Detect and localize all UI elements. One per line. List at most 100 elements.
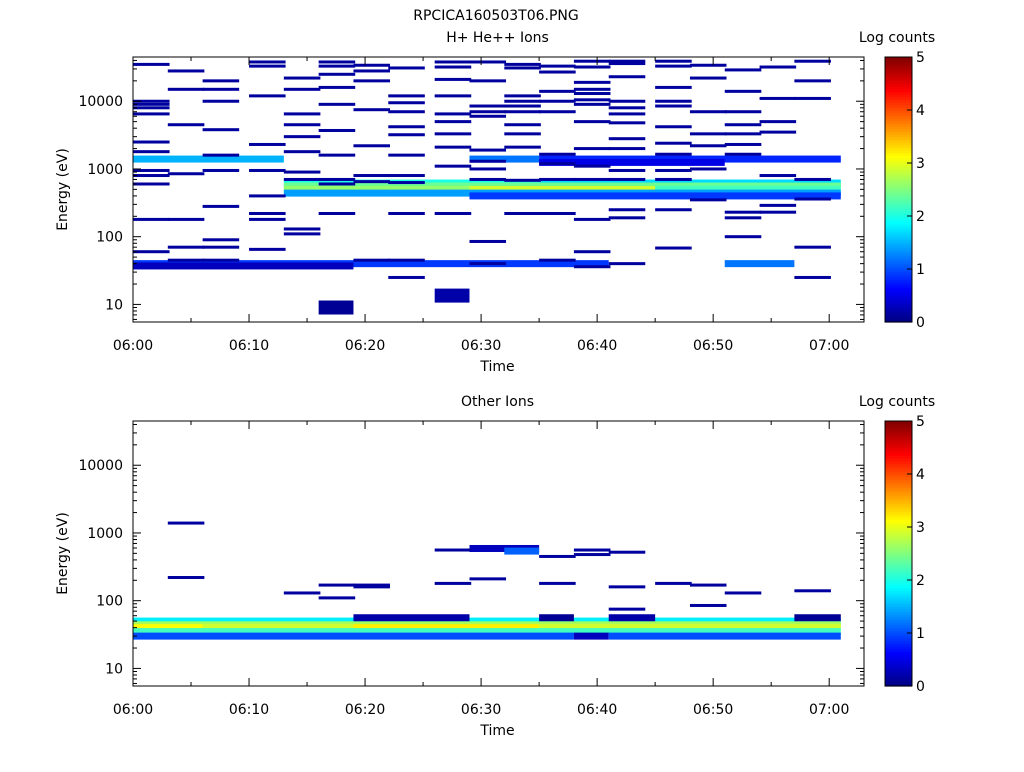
x-tick-label: 06:30 xyxy=(461,702,501,718)
spectrogram-band xyxy=(133,155,284,163)
spectrogram-bin xyxy=(573,98,611,102)
spectrogram-bin xyxy=(724,591,762,595)
colorbar-swatch xyxy=(885,67,912,71)
spectrogram-bin xyxy=(318,60,356,64)
spectrogram-bin xyxy=(249,64,286,68)
spectrogram-bin xyxy=(608,168,646,172)
colorbar-tick-label: 3 xyxy=(916,520,925,536)
spectrogram-bin xyxy=(655,64,692,68)
colorbar-swatch xyxy=(885,59,912,63)
spectrogram-bin xyxy=(388,258,425,262)
spectrogram-bin xyxy=(504,94,541,98)
x-axis: 06:00 06:10 06:20 06:30 06:40 06:50 07:00 Time xyxy=(113,421,849,739)
spectrogram-bin xyxy=(469,110,507,114)
spectrogram-bin xyxy=(318,64,356,68)
spectrogram-bin xyxy=(133,62,170,66)
spectrogram-bin xyxy=(469,177,507,181)
colorbar-swatch xyxy=(885,247,912,252)
colorbar-swatch xyxy=(885,78,912,82)
colorbar-swatch xyxy=(885,62,912,66)
spectrogram-bin xyxy=(504,178,541,182)
spectrogram-bin xyxy=(318,72,356,76)
colorbar-swatch xyxy=(885,110,912,114)
colorbar-swatch xyxy=(885,617,912,621)
spectrogram-bin xyxy=(353,585,391,589)
colorbar-swatch xyxy=(885,481,912,486)
colorbar-swatch xyxy=(885,648,912,653)
colorbar-swatch xyxy=(885,231,912,236)
spectrogram-bin xyxy=(724,152,762,156)
spectrogram-bin xyxy=(573,177,611,181)
figure-title: RPCICA160503T06.PNG xyxy=(413,8,578,24)
colorbar-swatch xyxy=(885,86,912,90)
colorbar-tick-label: 1 xyxy=(916,262,925,278)
spectrogram-bin xyxy=(469,79,507,83)
colorbar-swatch xyxy=(885,155,912,159)
spectrogram-bin xyxy=(608,99,646,103)
x-tick-label: 06:10 xyxy=(229,702,269,718)
spectrogram-bin xyxy=(469,148,507,152)
colorbar-swatch xyxy=(885,513,912,517)
colorbar-swatch xyxy=(885,197,912,201)
colorbar-swatch xyxy=(885,292,912,297)
y-axis-label: Energy (eV) xyxy=(55,512,71,595)
colorbar-swatch xyxy=(885,545,912,549)
spectrogram-bin xyxy=(504,110,541,114)
spectrogram-bin xyxy=(573,120,611,124)
colorbar-swatch xyxy=(885,266,912,270)
colorbar-swatch xyxy=(885,664,912,669)
colorbar-swatch xyxy=(885,487,912,491)
colorbar-swatch xyxy=(885,656,912,661)
spectrogram-bin xyxy=(759,174,797,178)
colorbar-swatch xyxy=(885,104,912,108)
spectrogram-band xyxy=(724,260,795,268)
colorbar-swatch xyxy=(885,287,912,291)
colorbar-swatch xyxy=(885,160,912,164)
spectrogram-bin xyxy=(133,99,170,103)
spectrogram-bin xyxy=(573,548,611,552)
colorbar-swatch xyxy=(885,638,912,642)
spectrogram-bin xyxy=(724,68,762,72)
colorbar-swatch xyxy=(885,223,912,228)
spectrogram-bin xyxy=(434,548,472,552)
spectrogram-bin xyxy=(283,76,321,80)
colorbar-swatch xyxy=(885,527,912,531)
colorbar-swatch xyxy=(885,683,912,687)
colorbar-frame xyxy=(884,56,913,323)
spectrogram-bin xyxy=(759,203,797,207)
spectrogram-bin xyxy=(655,168,692,172)
spectrogram-bin xyxy=(133,150,170,154)
colorbar-swatch xyxy=(885,319,912,323)
spectrogram-bin xyxy=(167,245,205,249)
colorbar-swatch xyxy=(885,492,912,496)
spectrogram-band xyxy=(573,632,609,640)
colorbar-swatch xyxy=(885,585,912,589)
colorbar-swatch xyxy=(885,261,912,265)
colorbar-swatch xyxy=(885,619,912,623)
colorbar-swatch xyxy=(885,173,912,177)
spectrogram-bin xyxy=(167,258,205,262)
spectrogram-bin xyxy=(249,194,286,198)
spectrogram-bin xyxy=(388,181,425,185)
spectrogram-bin xyxy=(388,174,425,178)
colorbar-swatch xyxy=(885,157,912,161)
colorbar-swatch xyxy=(885,258,912,262)
spectrogram-band xyxy=(794,614,841,622)
colorbar-swatch xyxy=(885,125,912,130)
colorbar-swatch xyxy=(885,455,912,459)
y-tick-label: 10000 xyxy=(78,94,123,110)
spectrogram-band xyxy=(469,155,540,163)
colorbar-swatch xyxy=(885,458,912,462)
spectrogram-bin xyxy=(504,145,541,149)
spectrogram-bin xyxy=(434,112,472,116)
spectrogram-bin xyxy=(167,87,205,91)
spectrogram-bin xyxy=(353,79,391,83)
panel-title: Other Ions xyxy=(461,394,534,410)
sparse-layer xyxy=(133,59,831,279)
spectrogram-bin xyxy=(388,153,425,157)
x-tick-label: 06:50 xyxy=(693,338,733,354)
colorbar-swatch xyxy=(885,633,912,637)
spectrogram-bin xyxy=(353,108,391,112)
spectrogram-bin xyxy=(655,59,692,63)
colorbar-swatch xyxy=(885,577,912,581)
